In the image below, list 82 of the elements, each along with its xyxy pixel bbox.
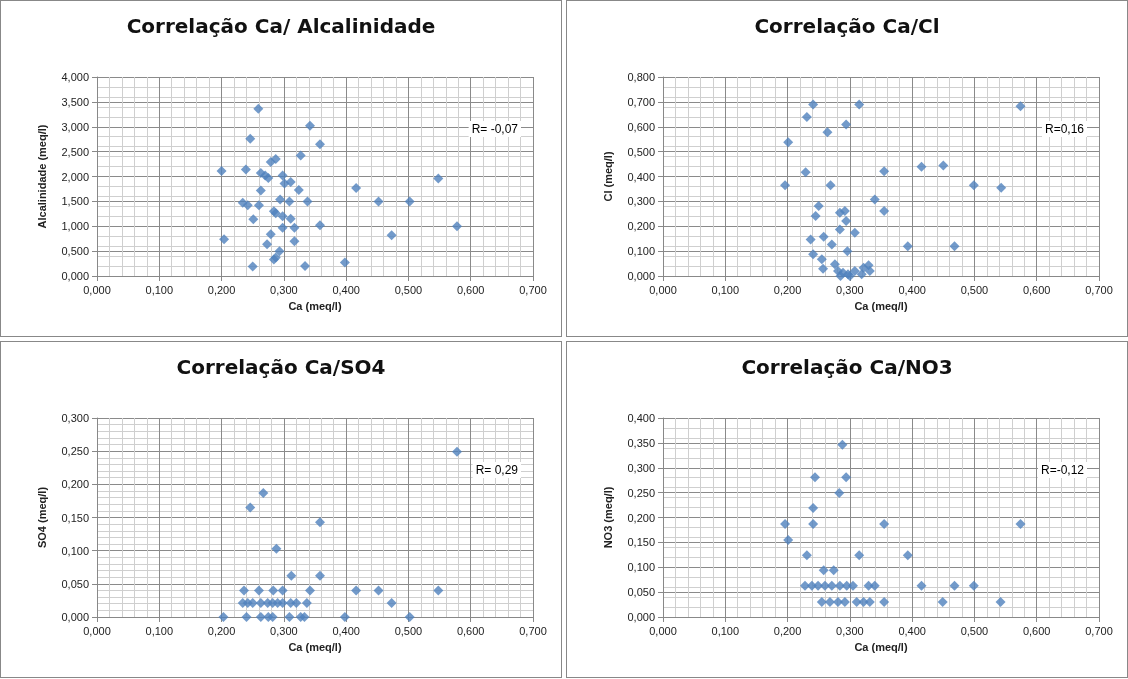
chart-title: Correlação Ca/ Alcalinidade	[126, 14, 436, 38]
x-tick-label: 0,100	[711, 624, 740, 637]
chart-title: Correlação Ca/Cl	[754, 14, 940, 38]
annotation: R= 0,29	[475, 463, 519, 477]
y-tick-label: 1,000	[61, 220, 89, 233]
annotation: R=-0,12	[1040, 463, 1085, 477]
y-tick-label: 0,400	[627, 412, 655, 424]
y-tick-label: 0,050	[627, 586, 655, 599]
y-tick-label: 0,150	[61, 511, 89, 524]
x-tick-label: 0,500	[394, 624, 423, 637]
x-tick-label: 0,300	[270, 283, 298, 296]
x-tick-label: 0,400	[898, 283, 926, 296]
x-tick-label: 0,700	[519, 624, 547, 637]
x-tick-label: 0,100	[145, 624, 174, 637]
y-tick-label: 0,000	[61, 270, 89, 282]
x-tick-label: 0,000	[649, 624, 677, 637]
y-tick-label: 0,050	[61, 577, 89, 590]
x-tick-label: 0,100	[711, 283, 740, 296]
y-tick-label: 3,500	[61, 95, 89, 108]
y-tick-label: 0,400	[627, 170, 655, 183]
x-tick-label: 0,400	[332, 624, 360, 637]
x-tick-label: 0,600	[1022, 624, 1051, 637]
y-tick-label: 0,500	[61, 245, 89, 258]
y-axis-title: Alcalinidade (meq/l)	[35, 124, 48, 229]
y-tick-label: 0,300	[627, 195, 655, 208]
y-tick-label: 0,800	[627, 71, 655, 83]
x-tick-label: 0,500	[960, 283, 989, 296]
y-tick-label: 0,000	[627, 611, 655, 623]
x-tick-label: 0,700	[519, 283, 547, 296]
chart-title: Correlação Ca/NO3	[741, 355, 953, 379]
y-tick-label: 4,000	[61, 71, 89, 83]
x-axis-title: Ca (meq/l)	[854, 299, 908, 312]
y-tick-label: 0,500	[627, 145, 655, 158]
x-tick-label: 0,500	[960, 624, 989, 637]
x-tick-label: 0,400	[898, 624, 926, 637]
x-tick-label: 0,700	[1085, 624, 1113, 637]
x-axis-title: Ca (meq/l)	[854, 640, 908, 653]
y-tick-label: 0,700	[627, 95, 655, 108]
y-tick-label: 0,250	[61, 445, 89, 458]
y-tick-label: 0,350	[627, 436, 655, 449]
y-tick-label: 0,100	[627, 245, 655, 258]
y-tick-label: 0,000	[61, 611, 89, 623]
annotation: R= -0,07	[471, 122, 519, 136]
x-tick-label: 0,500	[394, 283, 423, 296]
annotation: R=0,16	[1044, 122, 1085, 136]
x-tick-label: 0,100	[145, 283, 174, 296]
x-axis-title: Ca (meq/l)	[288, 299, 342, 312]
y-tick-label: 0,150	[627, 536, 655, 549]
x-tick-label: 0,600	[456, 283, 485, 296]
y-axis-title: NO3 (meq/l)	[601, 486, 614, 549]
x-tick-label: 0,600	[456, 624, 485, 637]
chart-title: Correlação Ca/SO4	[176, 355, 386, 379]
y-tick-label: 2,500	[61, 145, 89, 158]
x-tick-label: 0,200	[773, 283, 802, 296]
x-tick-label: 0,200	[773, 624, 802, 637]
y-tick-label: 0,100	[61, 544, 89, 557]
y-tick-label: 0,250	[627, 486, 655, 499]
x-tick-label: 0,300	[836, 283, 864, 296]
y-axis-title: Cl (meq/l)	[601, 151, 614, 202]
y-tick-label: 0,300	[61, 412, 89, 424]
x-tick-label: 0,600	[1022, 283, 1051, 296]
x-tick-label: 0,000	[83, 624, 111, 637]
x-tick-label: 0,200	[207, 624, 236, 637]
y-tick-label: 0,200	[61, 478, 89, 491]
x-tick-label: 0,200	[207, 283, 236, 296]
y-tick-label: 0,100	[627, 561, 655, 574]
y-axis-title: SO4 (meq/l)	[35, 486, 48, 549]
x-tick-label: 0,400	[332, 283, 360, 296]
x-tick-label: 0,300	[836, 624, 864, 637]
x-tick-label: 0,300	[270, 624, 298, 637]
y-tick-label: 0,200	[627, 511, 655, 524]
x-tick-label: 0,700	[1085, 283, 1113, 296]
y-tick-label: 0,200	[627, 220, 655, 233]
x-axis-title: Ca (meq/l)	[288, 640, 342, 653]
y-tick-label: 0,600	[627, 120, 655, 133]
y-tick-label: 0,300	[627, 461, 655, 474]
y-tick-label: 3,000	[61, 120, 89, 133]
y-tick-label: 0,000	[627, 270, 655, 282]
x-tick-label: 0,000	[83, 283, 111, 296]
x-tick-label: 0,000	[649, 283, 677, 296]
y-tick-label: 2,000	[61, 170, 89, 183]
y-tick-label: 1,500	[61, 195, 89, 208]
